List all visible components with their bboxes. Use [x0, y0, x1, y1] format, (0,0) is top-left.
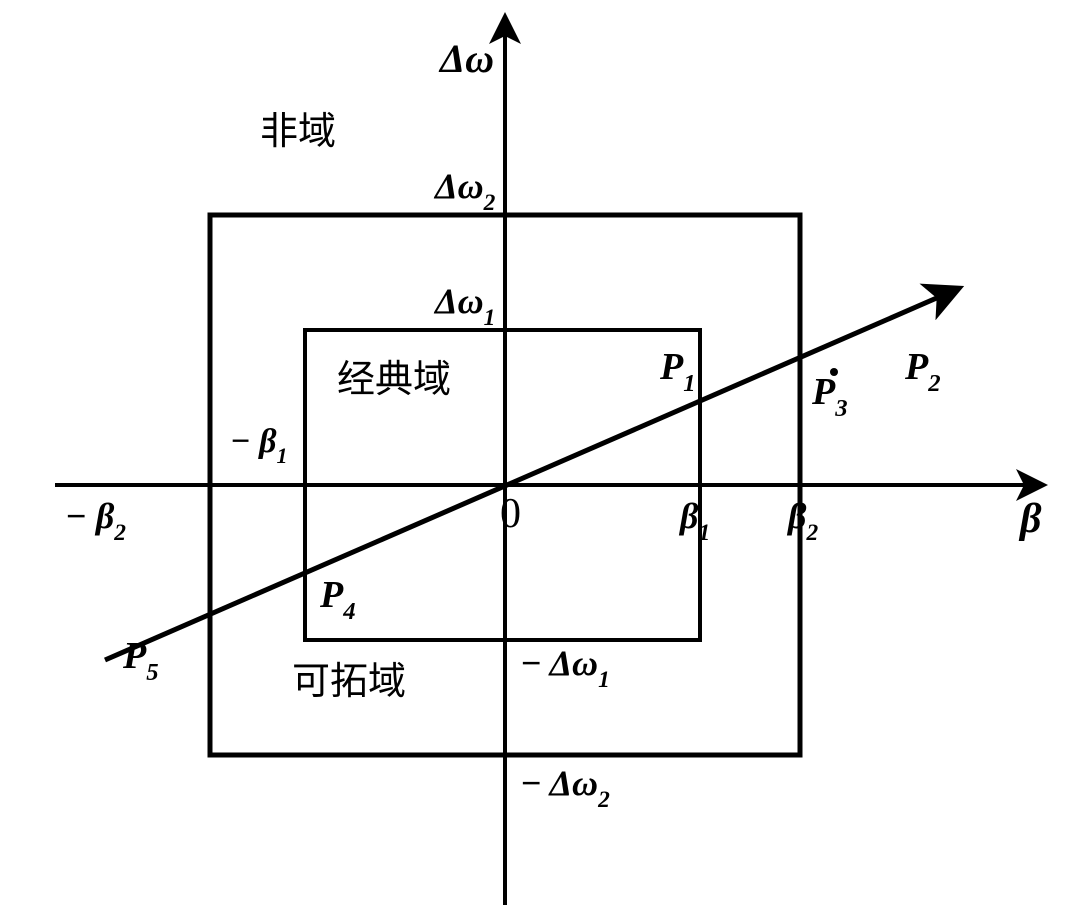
point-P5: P5	[123, 634, 159, 684]
diagram-canvas: Δω β 0 Δω2 Δω1 − Δω1 − Δω2 β1 β2 − β1 − …	[0, 0, 1089, 920]
tick-b2-neg: − β2	[65, 495, 126, 543]
tick-dw2-bot: − Δω2	[520, 762, 610, 810]
origin-label: 0	[500, 490, 521, 538]
region-ext: 可拓域	[292, 650, 406, 705]
x-axis-label: β	[1020, 495, 1042, 543]
y-axis-label: Δω	[440, 35, 494, 82]
tick-b2-pos: β2	[788, 495, 818, 543]
tick-dw2-top: Δω2	[435, 165, 495, 213]
point-P4: P4	[320, 573, 356, 623]
point-P3: P3	[812, 370, 848, 420]
point-P2: P2	[905, 345, 941, 395]
point-P1: P1	[660, 345, 696, 395]
tick-dw1-top: Δω1	[435, 280, 495, 328]
tick-b1-neg: − β1	[230, 423, 288, 466]
region-non: 非域	[260, 100, 336, 155]
tick-b1-pos: β1	[680, 495, 710, 543]
region-classic: 经典域	[337, 348, 451, 403]
tick-dw1-bot: − Δω1	[520, 642, 610, 690]
